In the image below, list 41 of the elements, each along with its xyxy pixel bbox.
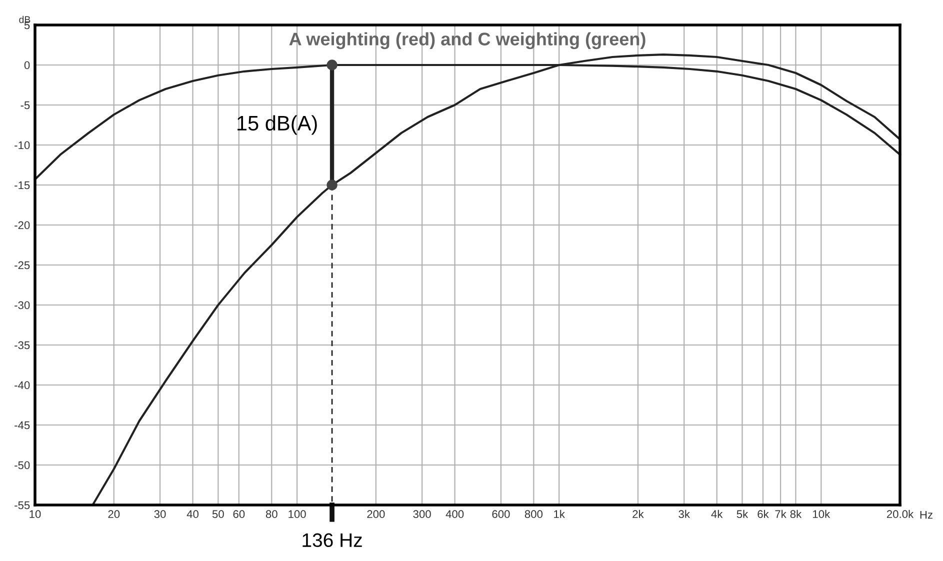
y-tick-label: -15 — [14, 181, 30, 190]
x-tick-label: 4k — [711, 510, 723, 518]
y-tick-label: -45 — [14, 421, 30, 430]
x-tick-label: 300 — [413, 510, 431, 518]
x-tick-label: 20 — [108, 510, 120, 518]
y-tick-label: -35 — [14, 341, 30, 350]
x-tick-label: 600 — [492, 510, 510, 518]
y-tick-label: -20 — [14, 221, 30, 230]
y-tick-label: -5 — [20, 101, 30, 110]
x-tick-label: 3k — [678, 510, 690, 518]
y-tick-label: 0 — [24, 61, 30, 70]
x-tick-label: 20.0k — [886, 510, 914, 518]
x-tick-label: 50 — [212, 510, 224, 518]
y-tick-label: -10 — [14, 141, 30, 150]
y-tick-label: -55 — [14, 501, 30, 510]
y-tick-label: -25 — [14, 261, 30, 270]
y-tick-label: 5 — [24, 21, 30, 30]
y-tick-label: -40 — [14, 381, 30, 390]
x-tick-label: 100 — [288, 510, 306, 518]
chart-title: A weighting (red) and C weighting (green) — [289, 32, 646, 50]
x-tick-label: 40 — [186, 510, 199, 518]
x-tick-label: 10 — [30, 510, 41, 518]
x-tick-label: 10k — [813, 510, 830, 518]
y-axis-title: dB — [19, 16, 30, 24]
x-tick-label: 200 — [367, 510, 385, 518]
x-tick-label: 800 — [524, 510, 543, 518]
annotation: 15 dB(A) — [238, 115, 317, 135]
x-tick-label: 8k — [790, 510, 802, 518]
y-tick-label: -30 — [14, 301, 30, 310]
x-tick-label: 7k — [775, 510, 786, 518]
annotation: 136 Hz — [302, 533, 362, 548]
x-tick-label: 5k — [736, 510, 748, 518]
x-tick-label: 6k — [758, 510, 769, 518]
x-axis-title: Hz — [920, 510, 932, 519]
x-tick-label: 30 — [154, 510, 166, 518]
x-tick-label: 2k — [632, 510, 644, 518]
x-tick-label: 80 — [266, 510, 278, 518]
y-tick-label: -50 — [14, 461, 30, 470]
x-tick-label: 1k — [554, 510, 565, 518]
x-tick-label: 60 — [233, 510, 245, 518]
x-tick-label: 400 — [446, 510, 464, 518]
